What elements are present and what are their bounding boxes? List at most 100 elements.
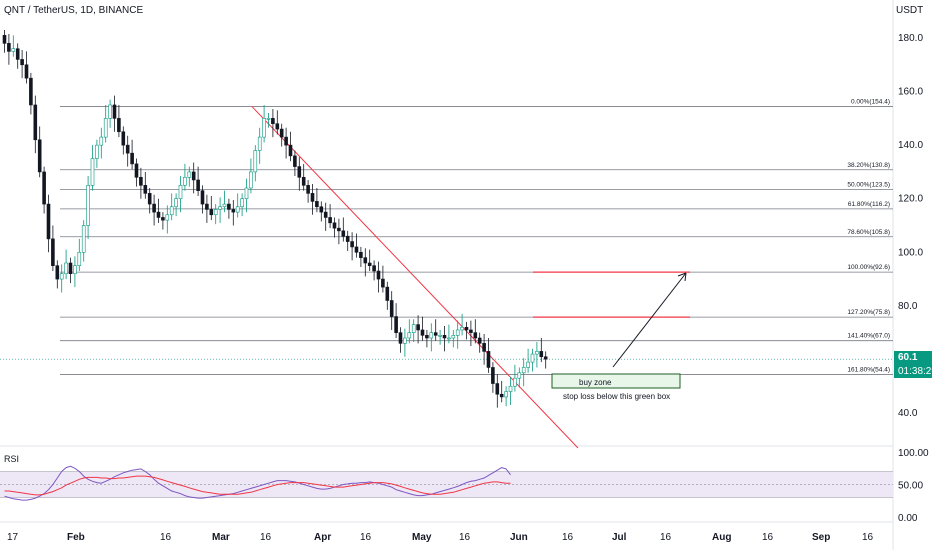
x-tick-label: 17 [7, 532, 19, 543]
candle-body [90, 158, 95, 186]
candle-body [86, 185, 90, 226]
candle-body [152, 203, 156, 213]
y-tick-label: 120.0 [898, 194, 923, 205]
candle-body [517, 372, 522, 379]
candle-body [46, 203, 51, 240]
candle-body [262, 118, 266, 138]
bar-countdown-tag: 01:38:29 [894, 365, 932, 378]
candle-body [209, 209, 214, 216]
candle-body [469, 329, 473, 333]
downtrend-line [251, 106, 579, 449]
x-tick-label: 16 [459, 532, 471, 543]
candle-body [464, 326, 469, 331]
candle-body [416, 324, 420, 331]
candle-body [125, 144, 130, 154]
candle-body [2, 35, 7, 44]
candle-body [95, 144, 99, 159]
candle-body [539, 351, 544, 358]
candle-body [376, 270, 381, 280]
projection-arrow [612, 272, 687, 368]
candle-body [526, 361, 530, 368]
candle-body [504, 391, 508, 398]
candle-body [222, 203, 227, 208]
rsi-indicator-label[interactable]: RSI [4, 454, 20, 464]
y-tick-label: 140.0 [898, 140, 923, 151]
candle-body [297, 166, 302, 178]
candle-body [279, 128, 284, 138]
candle-body [429, 332, 434, 339]
rsi-line [4, 465, 511, 501]
x-tick-label: Feb [67, 532, 85, 543]
x-tick-label: 16 [660, 532, 672, 543]
candle-body [354, 246, 359, 253]
candle-body [196, 179, 200, 191]
candle-body [381, 278, 385, 288]
candle-body [293, 155, 297, 167]
candle-body [169, 206, 174, 216]
fib-level-label: 127.20%(75.8) [847, 309, 890, 316]
candle-body [99, 136, 104, 146]
fib-level-label: 38.20%(130.8) [847, 162, 890, 169]
candle-body [385, 286, 390, 301]
candle-body [367, 262, 372, 266]
candle-body [332, 222, 337, 229]
candle-body [200, 190, 205, 205]
candle-body [24, 64, 29, 79]
candle-body [187, 171, 192, 178]
candle-body [425, 335, 429, 339]
fib-level-label: 0.00%(154.4) [851, 99, 890, 106]
candle-body [473, 332, 478, 339]
projection-arrowhead [677, 272, 687, 282]
fib-level-label: 100.00%(92.6) [847, 264, 890, 271]
candle-body [147, 193, 152, 205]
candle-body [530, 353, 535, 363]
rsi-axis-label: 0.00 [898, 513, 918, 524]
rsi-axis-label: 50.00 [898, 481, 923, 492]
stop-loss-note: stop loss below this green box [563, 392, 670, 401]
candle-body [121, 131, 126, 146]
candle-body [438, 335, 442, 337]
candle-body [11, 48, 16, 52]
candle-body [337, 227, 341, 232]
buy-zone-box [551, 373, 681, 389]
candle-body [68, 262, 73, 275]
candle-body [411, 324, 416, 333]
candle-body [81, 225, 86, 253]
candle-body [499, 393, 504, 398]
candle-body [174, 198, 178, 208]
candle-body [341, 230, 346, 237]
candle-body [359, 251, 363, 258]
rsi-axis-label: 100.00 [898, 448, 929, 459]
candle-body [108, 104, 112, 119]
candle-body [350, 241, 354, 248]
candle-body [486, 351, 491, 368]
last-price-tag: 60.1 [894, 351, 932, 365]
y-tick-label: 80.0 [898, 301, 918, 312]
candle-body [59, 273, 64, 280]
candle-body [249, 171, 253, 189]
candle-body [161, 217, 165, 221]
x-tick-label: 16 [762, 532, 774, 543]
candle-body [315, 201, 319, 208]
candle-body [389, 300, 394, 317]
candle-body [205, 203, 209, 210]
x-tick-label: 16 [562, 532, 574, 543]
candle-body [235, 206, 240, 213]
candle-body [139, 176, 143, 186]
candle-body [130, 152, 134, 165]
candle-body [306, 185, 310, 194]
candle-body [253, 150, 258, 173]
fib-level-label: 61.80%(116.2) [848, 201, 890, 208]
candle-body [213, 209, 218, 216]
candle-body [394, 316, 398, 333]
candle-body [451, 335, 456, 339]
x-tick-label: 16 [360, 532, 372, 543]
x-tick-label: Sep [812, 532, 830, 543]
y-tick-label: 40.0 [898, 408, 918, 419]
candle-body [178, 185, 183, 200]
candle-body [156, 211, 161, 218]
candle-body [535, 351, 539, 355]
candle-body [183, 176, 187, 186]
x-tick-label: Mar [212, 532, 230, 543]
